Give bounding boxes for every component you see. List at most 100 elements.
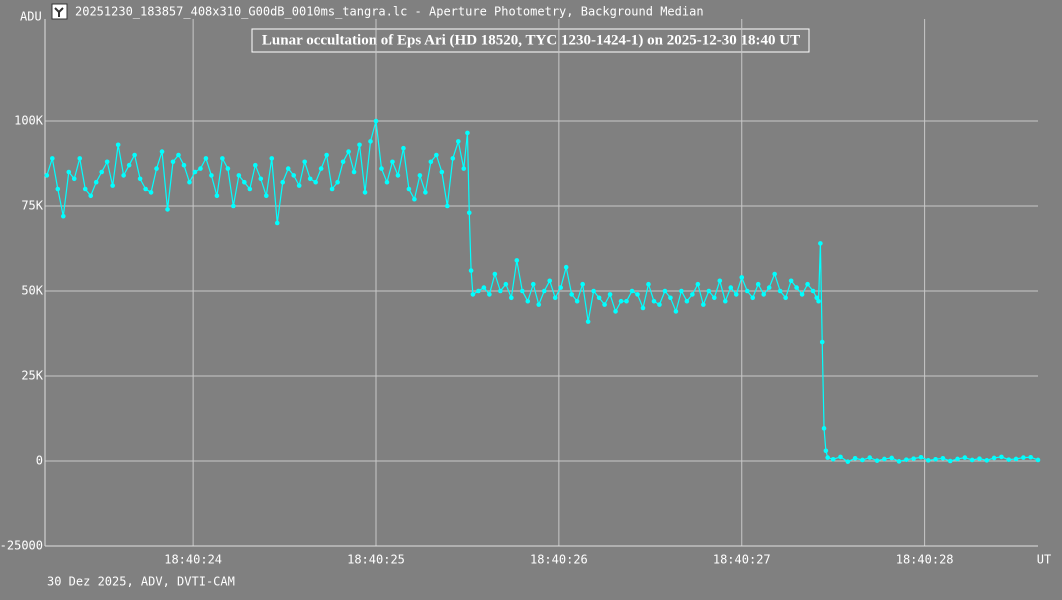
data-point [357, 142, 362, 148]
data-point [706, 288, 712, 294]
data-point [552, 295, 558, 301]
data-point [1006, 457, 1012, 462]
data-point [148, 190, 154, 195]
data-point [498, 288, 503, 294]
data-point [1028, 454, 1033, 460]
data-point [242, 179, 247, 185]
data-point [580, 281, 585, 287]
data-point [613, 309, 618, 314]
y-tick-label: 100K [14, 114, 44, 128]
data-point [662, 288, 668, 294]
data-point [651, 298, 657, 304]
data-point [530, 281, 536, 287]
data-point [722, 298, 728, 304]
x-tick-label: 18:40:24 [164, 553, 222, 567]
data-point [744, 288, 750, 294]
data-point [569, 292, 574, 297]
data-point [624, 298, 629, 304]
data-point [302, 159, 307, 165]
data-point [1035, 457, 1041, 463]
data-point [445, 203, 450, 209]
data-point [203, 156, 209, 161]
data-point [830, 457, 836, 462]
data-point [940, 455, 946, 461]
title-box [251, 28, 810, 53]
data-point [1013, 456, 1019, 462]
data-point [904, 457, 909, 462]
data-point [816, 298, 821, 304]
data-point [274, 220, 280, 226]
data-point [492, 271, 498, 277]
data-point [783, 295, 788, 301]
data-point [154, 166, 159, 171]
data-point [247, 186, 253, 192]
data-point [187, 179, 192, 185]
data-point [373, 118, 379, 124]
data-point [646, 281, 651, 287]
data-point [110, 183, 115, 188]
data-point [455, 139, 461, 144]
data-point [93, 179, 99, 185]
footer: 30 Dez 2025, ADV, DVTI-CAM [47, 575, 235, 589]
data-point [728, 285, 734, 290]
x-tick-label: 18:40:26 [530, 553, 588, 567]
data-point [536, 302, 542, 307]
data-point [468, 268, 474, 273]
data-point [236, 173, 242, 178]
data-point [541, 288, 547, 294]
data-point [874, 458, 880, 463]
data-point [739, 275, 745, 280]
data-point [591, 288, 596, 294]
data-point [428, 159, 434, 165]
data-point [231, 203, 236, 209]
data-point [911, 456, 916, 461]
data-point [962, 455, 968, 460]
data-point [845, 459, 851, 464]
data-point [461, 166, 467, 171]
data-point [882, 456, 887, 462]
data-point [406, 186, 412, 192]
data-point [258, 176, 264, 182]
data-point [852, 455, 858, 461]
app-icon [51, 3, 68, 20]
y-tick-label: 25K [21, 369, 43, 383]
chart-title: Lunar occultation of Eps Ari (HD 18520, … [262, 32, 800, 48]
data-point [525, 298, 531, 304]
data-point [889, 455, 895, 461]
data-point [596, 295, 602, 301]
data-point [701, 302, 706, 307]
data-point [465, 130, 470, 136]
data-point [362, 190, 368, 195]
data-point [810, 288, 816, 294]
x-tick-label: 18:40:28 [896, 553, 954, 567]
data-point [126, 162, 132, 168]
data-point [607, 292, 613, 297]
data-point [509, 295, 514, 301]
data-point [329, 186, 335, 192]
data-point [379, 166, 384, 171]
data-point [395, 173, 401, 178]
data-point [925, 458, 931, 463]
data-point [999, 454, 1004, 460]
data-point [198, 166, 203, 171]
y-tick-label: 75K [21, 199, 43, 213]
data-point [165, 207, 170, 212]
data-point [253, 162, 258, 168]
data-point [481, 285, 487, 290]
data-point [434, 152, 439, 158]
data-point [121, 173, 126, 178]
data-point [690, 292, 695, 297]
data-point [71, 176, 77, 182]
data-point [487, 292, 492, 297]
y-axis-label: ADU [20, 10, 42, 24]
data-point [860, 457, 865, 463]
data-point [717, 278, 723, 284]
data-point [181, 162, 187, 168]
data-point [324, 152, 329, 158]
data-point [307, 176, 313, 182]
data-point [695, 281, 701, 287]
data-point [104, 159, 110, 165]
data-point [66, 169, 72, 175]
